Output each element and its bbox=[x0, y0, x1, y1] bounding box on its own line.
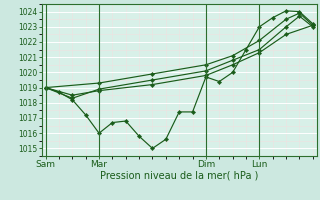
X-axis label: Pression niveau de la mer( hPa ): Pression niveau de la mer( hPa ) bbox=[100, 171, 258, 181]
